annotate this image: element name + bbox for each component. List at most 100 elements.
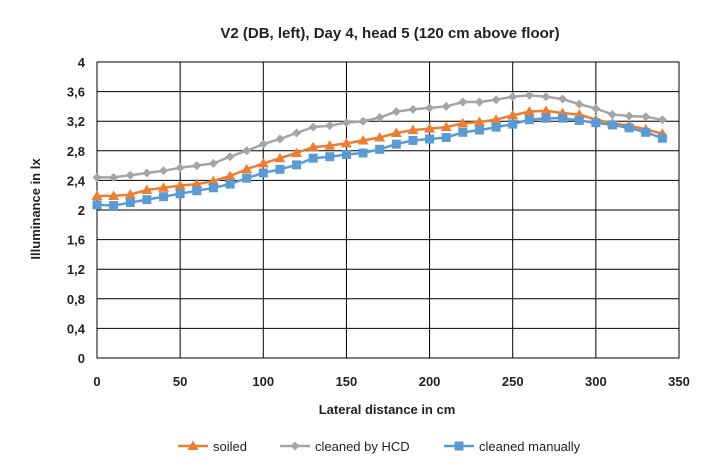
data-point (92, 200, 102, 210)
plot-area (96, 61, 680, 359)
data-point (175, 163, 185, 173)
data-point (425, 103, 435, 113)
y-tick-label: 4 (78, 55, 86, 70)
data-point (408, 135, 418, 145)
x-tick-label: 150 (336, 374, 358, 389)
data-point (524, 90, 534, 100)
data-point (324, 140, 336, 150)
data-point (490, 114, 502, 124)
data-point (225, 179, 235, 189)
series-cleaned-by-hcd (92, 90, 667, 182)
data-point (574, 99, 584, 109)
y-tick-label: 1,6 (67, 233, 85, 248)
data-point (441, 132, 451, 142)
data-point (292, 128, 302, 138)
data-point (142, 195, 152, 205)
data-point (407, 124, 419, 135)
x-tick-label: 250 (502, 374, 524, 389)
data-point (440, 121, 452, 132)
data-point (457, 117, 469, 128)
y-tick-label: 3,2 (67, 114, 85, 129)
data-point (124, 188, 136, 199)
legend-label: cleaned manually (479, 439, 581, 454)
legend-marker (290, 441, 300, 451)
data-point (607, 110, 617, 120)
data-point (375, 144, 385, 154)
data-point (242, 173, 252, 183)
y-axis: 0 0,4 0,8 1,2 1,6 2 2,4 2,8 3,2 3,6 4 (67, 55, 86, 366)
data-point (192, 161, 202, 171)
data-point (458, 127, 468, 137)
data-point (641, 112, 651, 122)
data-point (109, 172, 119, 182)
data-point (109, 201, 119, 211)
data-point (274, 152, 286, 163)
data-point (391, 139, 401, 149)
y-tick-label: 3,6 (67, 85, 85, 100)
data-point (258, 139, 268, 149)
data-point (523, 106, 535, 116)
chart-title: V2 (DB, left), Day 4, head 5 (120 cm abo… (220, 25, 559, 42)
data-point (491, 122, 501, 132)
data-point (141, 184, 153, 195)
data-point (524, 115, 534, 125)
data-point (391, 107, 401, 117)
data-point (541, 92, 551, 102)
y-tick-label: 2,4 (67, 173, 86, 188)
data-point (624, 111, 634, 121)
x-tick-label: 350 (668, 374, 690, 389)
y-tick-label: 0 (78, 351, 85, 366)
data-point (591, 104, 601, 114)
data-point (340, 137, 352, 148)
legend-marker (187, 440, 199, 450)
x-tick-label: 0 (93, 374, 100, 389)
data-point (224, 170, 236, 180)
y-tick-label: 1,2 (67, 262, 85, 277)
data-point (325, 152, 335, 162)
data-point (174, 180, 186, 190)
data-point (473, 116, 485, 126)
data-point (558, 94, 568, 104)
data-point (159, 192, 169, 202)
y-tick-label: 2,8 (67, 144, 85, 159)
series-layer (91, 90, 668, 211)
y-tick-label: 0,8 (67, 292, 85, 307)
data-point (375, 113, 385, 122)
data-point (408, 104, 418, 114)
legend-item: soiled (178, 439, 247, 454)
data-point (308, 153, 318, 163)
x-axis: 0 50 100 150 200 250 300 350 (93, 374, 689, 389)
data-point (208, 183, 218, 193)
data-point (374, 131, 386, 142)
plot-border (96, 61, 680, 359)
data-point (641, 127, 651, 137)
data-point (325, 121, 335, 131)
x-tick-label: 200 (419, 374, 441, 389)
data-point (657, 115, 667, 125)
legend-item: cleaned manually (444, 439, 581, 454)
x-tick-label: 50 (173, 374, 187, 389)
data-point (591, 118, 601, 128)
data-point (607, 120, 617, 130)
data-point (108, 190, 120, 200)
data-point (657, 133, 667, 143)
data-point (258, 168, 268, 178)
data-point (358, 116, 368, 126)
data-point (390, 127, 402, 138)
data-point (291, 147, 303, 158)
legend: soiled cleaned by HCD cleaned manually (178, 439, 581, 454)
data-point (207, 175, 219, 186)
data-point (540, 105, 552, 115)
legend-label: cleaned by HCD (315, 439, 410, 454)
data-point (624, 123, 634, 133)
legend-marker (454, 441, 464, 451)
data-point (508, 119, 518, 129)
data-point (192, 186, 202, 196)
data-point (458, 97, 468, 107)
y-axis-title: Illuminance in lx (28, 158, 43, 260)
data-point (292, 160, 302, 170)
data-point (424, 123, 436, 133)
data-point (275, 134, 285, 144)
data-point (574, 115, 584, 125)
